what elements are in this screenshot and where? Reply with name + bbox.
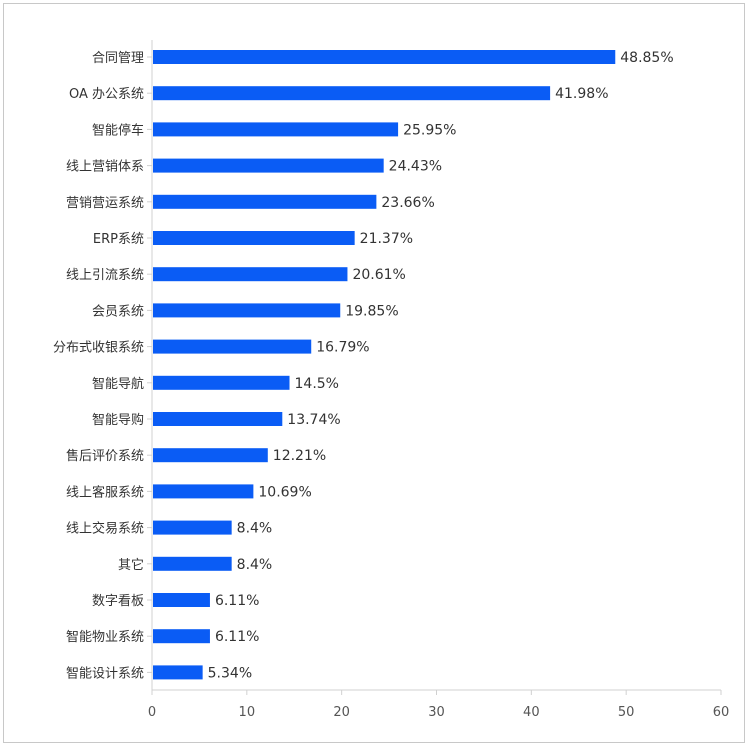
x-tick-label: 50 (618, 705, 635, 720)
data-label: 16.79% (316, 340, 369, 356)
data-label: 6.11% (215, 593, 259, 609)
bar (153, 194, 377, 209)
x-tick-label: 40 (523, 705, 540, 720)
bar (153, 520, 232, 535)
bar (153, 122, 399, 137)
category-label: 售后评价系统 (66, 448, 144, 464)
data-label: 14.5% (295, 376, 339, 392)
data-label: 8.4% (237, 557, 273, 573)
category-label: OA 办公系统 (69, 87, 144, 102)
data-label: 10.69% (258, 484, 311, 500)
category-label: 数字看板 (92, 593, 144, 609)
bar (153, 593, 210, 607)
data-label: 19.85% (345, 303, 398, 319)
category-label: 智能导航 (92, 376, 144, 392)
x-tick-label: 0 (148, 705, 156, 720)
x-tick-label: 30 (428, 705, 445, 720)
category-label: 智能物业系统 (66, 630, 144, 645)
data-label: 21.37% (360, 231, 413, 247)
data-label: 8.4% (237, 521, 273, 537)
bar (153, 303, 341, 318)
category-label: 营销营运系统 (66, 196, 144, 211)
category-label: 线上交易系统 (66, 521, 144, 537)
category-label: 智能导购 (92, 412, 144, 428)
bar (153, 375, 290, 390)
category-label: 线上引流系统 (66, 268, 144, 283)
bar (153, 158, 384, 173)
data-label: 23.66% (381, 195, 434, 211)
x-tick-label: 20 (333, 705, 350, 720)
data-label: 20.61% (352, 267, 405, 283)
category-label: 智能设计系统 (66, 666, 144, 681)
data-label: 25.95% (403, 122, 456, 138)
category-label: 线上客服系统 (66, 484, 144, 500)
data-label: 41.98% (555, 86, 608, 102)
bar (153, 556, 232, 571)
bar (153, 339, 312, 354)
data-label: 24.43% (389, 159, 442, 175)
x-tick-label: 60 (713, 705, 730, 720)
bar (153, 412, 283, 426)
category-label: 线上营销体系 (66, 160, 144, 175)
data-label: 12.21% (273, 448, 326, 464)
data-label: 13.74% (287, 412, 340, 428)
category-label: 智能停车 (92, 122, 144, 138)
data-label: 5.34% (208, 665, 252, 681)
bar (153, 231, 355, 245)
category-label: 合同管理 (92, 51, 144, 66)
category-label: 会员系统 (92, 304, 144, 319)
x-tick-label: 10 (239, 705, 256, 720)
data-label: 48.85% (620, 50, 673, 66)
bar (153, 86, 551, 101)
bar (153, 629, 210, 644)
data-label: 6.11% (215, 629, 259, 645)
bar (153, 484, 254, 499)
category-label: ERP系统 (93, 232, 144, 247)
bar (153, 448, 268, 463)
bar (153, 267, 348, 282)
category-label: 其它 (118, 557, 144, 573)
category-label: 分布式收银系统 (53, 341, 144, 356)
bar (153, 50, 616, 64)
bar (153, 665, 203, 680)
